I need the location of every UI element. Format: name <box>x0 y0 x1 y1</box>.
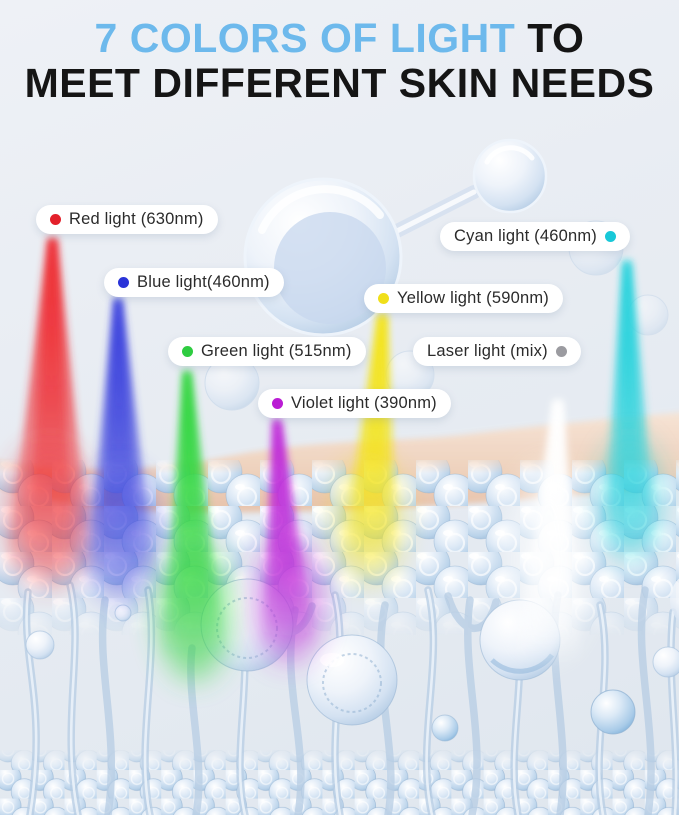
label-text: Violet light (390nm) <box>291 394 437 412</box>
title-line-2: MEET DIFFERENT SKIN NEEDS <box>24 60 655 107</box>
yellow-dot-icon <box>378 293 389 304</box>
label-cyan-light: Cyan light (460nm) <box>440 222 630 251</box>
label-violet-light: Violet light (390nm) <box>258 389 451 418</box>
laser-light-beam <box>509 400 589 665</box>
label-green-light: Green light (515nm) <box>168 337 366 366</box>
label-yellow-light: Yellow light (590nm) <box>364 284 563 313</box>
red-dot-icon <box>50 214 61 225</box>
cyan-dot-icon <box>605 231 616 242</box>
label-text: Red light (630nm) <box>69 210 204 228</box>
green-dot-icon <box>182 346 193 357</box>
title-line-1: 7 COLORS OF LIGHT TO <box>0 15 679 61</box>
label-text: Cyan light (460nm) <box>454 227 597 245</box>
label-laser-light: Laser light (mix) <box>413 337 581 366</box>
title-highlight: 7 COLORS OF LIGHT <box>94 15 516 61</box>
label-text: Green light (515nm) <box>201 342 352 360</box>
collagen-strands <box>22 581 679 815</box>
page-title: 7 COLORS OF LIGHT TO MEET DIFFERENT SKIN… <box>0 15 679 107</box>
title-line1-rest: TO <box>515 15 585 61</box>
green-light-beam <box>158 371 230 680</box>
laser-dot-icon <box>555 346 567 357</box>
red-light-beam <box>6 238 92 585</box>
label-text: Yellow light (590nm) <box>397 289 549 307</box>
violet-dot-icon <box>272 398 283 409</box>
blue-dot-icon <box>118 277 129 288</box>
molecule-decoration <box>204 138 669 411</box>
yellow-light-beam <box>336 314 402 582</box>
light-beams <box>6 238 660 680</box>
label-red-light: Red light (630nm) <box>36 205 218 234</box>
label-text: Blue light(460nm) <box>137 273 270 291</box>
blue-light-beam <box>85 298 157 600</box>
cyan-light-beam <box>600 261 660 560</box>
label-blue-light: Blue light(460nm) <box>104 268 284 297</box>
violet-light-beam <box>256 419 322 662</box>
label-text: Laser light (mix) <box>427 342 548 360</box>
